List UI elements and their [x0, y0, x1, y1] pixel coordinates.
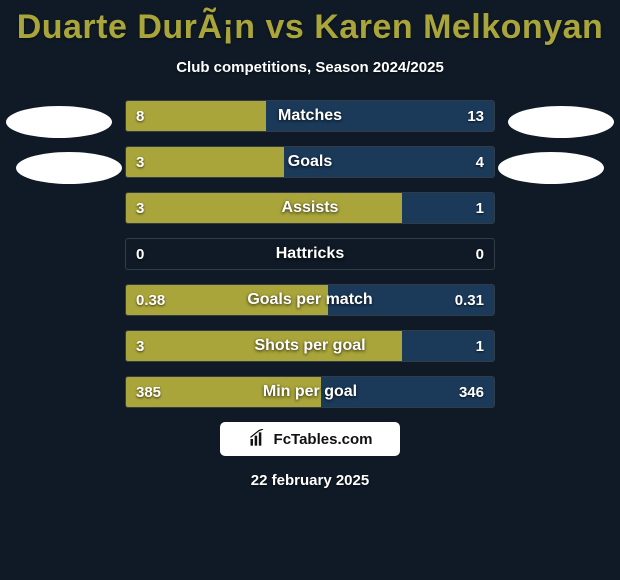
stat-row: 34Goals: [125, 146, 495, 178]
club-right-badge: [498, 152, 604, 184]
comparison-content: 813Matches 34Goals 31Assists 00Hattricks 0.3…: [0, 100, 620, 489]
player-left-avatar: [6, 106, 112, 138]
stat-row: 0.380.31Goals per match: [125, 284, 495, 316]
stat-label: Goals: [126, 147, 494, 177]
chart-icon: [248, 429, 268, 449]
stat-label: Matches: [126, 101, 494, 131]
stat-row: 31Shots per goal: [125, 330, 495, 362]
date-text: 22 february 2025: [0, 472, 620, 489]
stat-label: Shots per goal: [126, 331, 494, 361]
page-title: Duarte DurÃ¡n vs Karen Melkonyan: [0, 0, 620, 47]
stat-row: 813Matches: [125, 100, 495, 132]
brand-text: FcTables.com: [274, 431, 373, 448]
stat-label: Hattricks: [126, 239, 494, 269]
stat-row: 00Hattricks: [125, 238, 495, 270]
stat-bars: 813Matches 34Goals 31Assists 00Hattricks 0.3…: [125, 100, 495, 408]
stat-label: Min per goal: [126, 377, 494, 407]
stat-label: Goals per match: [126, 285, 494, 315]
club-left-badge: [16, 152, 122, 184]
subtitle: Club competitions, Season 2024/2025: [0, 59, 620, 76]
stat-row: 31Assists: [125, 192, 495, 224]
brand-pill: FcTables.com: [220, 422, 400, 456]
stat-row: 385346Min per goal: [125, 376, 495, 408]
stat-label: Assists: [126, 193, 494, 223]
player-right-avatar: [508, 106, 614, 138]
